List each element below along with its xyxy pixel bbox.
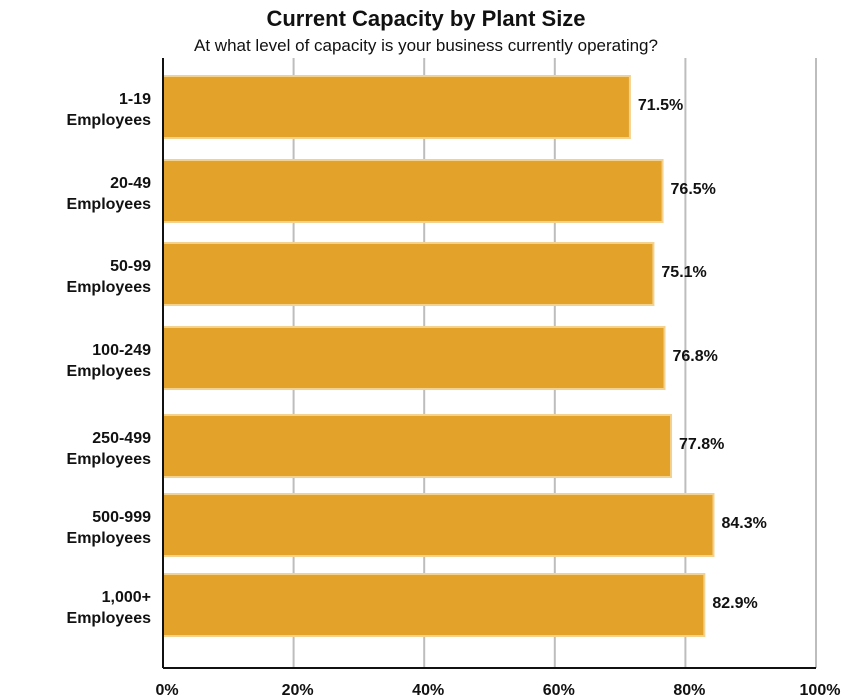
value-label: 76.8% [673,348,718,365]
x-tick-label: 80% [673,682,705,699]
value-label: 82.9% [712,595,757,612]
category-label-line2: Employees [67,363,152,380]
bar [162,75,631,139]
value-label: 71.5% [638,97,683,114]
x-tick-label: 60% [543,682,575,699]
category-label-line2: Employees [67,530,152,547]
value-label: 75.1% [661,264,706,281]
bars [162,75,715,637]
bar [162,242,655,306]
bar [162,326,666,390]
x-tick-label: 40% [412,682,444,699]
category-label: 100-249 [92,342,151,359]
value-label: 84.3% [721,515,766,532]
bar [162,159,664,223]
axes [162,58,816,669]
category-label: 20-49 [110,175,151,192]
x-tick-label: 20% [282,682,314,699]
category-label: 500-999 [92,509,151,526]
bar [162,414,673,478]
chart-title: Current Capacity by Plant Size [266,6,586,31]
category-label-line2: Employees [67,196,152,213]
category-label-line2: Employees [67,279,152,296]
value-label: 77.8% [679,436,724,453]
category-label-line2: Employees [67,112,152,129]
x-tick-label: 0% [155,682,178,699]
category-label-line2: Employees [67,610,152,627]
category-label: 50-99 [110,258,151,275]
chart-subtitle: At what level of capacity is your busine… [194,36,658,55]
category-label: 1-19 [119,91,151,108]
category-label-line2: Employees [67,451,152,468]
x-tick-label: 100% [800,682,841,699]
bar [162,493,715,557]
category-label: 250-499 [92,430,151,447]
category-label: 1,000+ [102,589,151,606]
labels: 0% 20% 40% 60% 80% 100% 71.5% 1-19 Employees 76.5… [67,91,841,699]
value-label: 76.5% [671,181,716,198]
bar [162,573,706,637]
